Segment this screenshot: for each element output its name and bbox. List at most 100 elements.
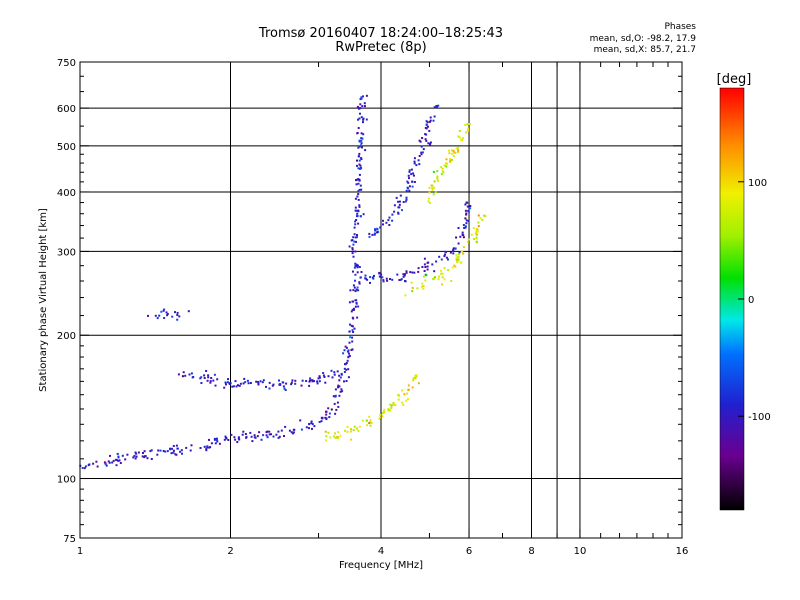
- data-point: [227, 378, 229, 381]
- data-point: [362, 133, 365, 136]
- data-point: [429, 119, 432, 122]
- data-point: [426, 265, 429, 268]
- data-point: [338, 379, 341, 382]
- data-point: [452, 252, 455, 255]
- data-point: [156, 453, 159, 456]
- data-point: [447, 269, 450, 271]
- chart-subtitle: RwPretec (8p): [335, 40, 427, 55]
- data-point: [349, 323, 351, 326]
- data-point: [346, 425, 349, 428]
- data-point: [170, 452, 173, 455]
- data-point: [373, 233, 376, 236]
- data-point: [396, 273, 399, 276]
- data-point: [433, 180, 436, 183]
- data-point: [452, 155, 455, 158]
- data-point: [477, 221, 480, 224]
- data-point: [429, 141, 432, 144]
- data-point: [119, 462, 122, 464]
- data-point: [209, 446, 212, 449]
- data-point: [272, 383, 275, 386]
- data-point: [387, 409, 390, 412]
- data-point: [436, 177, 439, 180]
- data-point: [158, 314, 161, 317]
- data-point: [460, 250, 463, 253]
- data-point: [451, 158, 453, 161]
- data-point: [344, 363, 346, 366]
- data-point: [250, 435, 253, 438]
- data-point: [452, 149, 455, 152]
- data-point: [466, 241, 469, 244]
- data-point: [344, 429, 346, 432]
- data-point: [356, 195, 359, 198]
- data-point: [360, 97, 363, 100]
- data-point: [213, 438, 216, 441]
- data-point: [216, 378, 219, 381]
- data-point: [305, 426, 308, 429]
- data-point: [160, 310, 163, 313]
- data-point: [351, 248, 354, 251]
- data-point: [423, 257, 426, 260]
- data-point: [466, 201, 469, 204]
- data-point: [437, 104, 440, 107]
- data-point: [343, 371, 346, 373]
- data-point: [350, 438, 353, 441]
- chart-title: Tromsø 20160407 18:24:00–18:25:43: [258, 26, 504, 41]
- data-point: [242, 430, 245, 433]
- colorbar-tick-label: 100: [748, 178, 767, 189]
- data-point: [394, 404, 397, 406]
- data-point: [368, 415, 371, 418]
- data-point: [233, 436, 236, 439]
- data-point: [479, 217, 482, 219]
- data-point: [411, 180, 414, 183]
- data-point: [407, 181, 410, 184]
- data-point: [361, 137, 364, 140]
- data-point: [466, 205, 469, 208]
- data-point: [420, 145, 423, 148]
- data-point: [424, 133, 427, 136]
- data-point: [150, 458, 153, 460]
- data-point: [444, 250, 447, 253]
- data-point: [344, 345, 347, 348]
- data-point: [358, 266, 361, 268]
- data-point: [353, 425, 356, 428]
- data-point: [436, 170, 439, 173]
- data-point: [405, 270, 408, 273]
- data-point: [283, 435, 285, 437]
- data-point: [354, 279, 356, 282]
- data-point: [348, 301, 351, 304]
- data-point: [359, 164, 362, 167]
- data-point: [462, 252, 465, 255]
- data-point: [373, 232, 376, 235]
- data-point: [350, 428, 353, 431]
- data-point: [368, 235, 371, 238]
- data-point: [357, 146, 360, 149]
- data-point: [424, 279, 427, 282]
- data-point: [205, 370, 208, 372]
- data-point: [402, 404, 405, 406]
- data-point: [398, 279, 401, 281]
- data-point: [207, 374, 210, 377]
- data-point: [203, 374, 206, 377]
- data-point: [210, 442, 213, 445]
- data-point: [165, 311, 168, 314]
- data-point: [374, 229, 377, 232]
- data-point: [406, 180, 409, 183]
- data-point: [345, 368, 348, 371]
- data-point: [364, 105, 366, 108]
- data-point: [454, 152, 457, 154]
- data-point: [237, 384, 239, 387]
- data-point: [334, 388, 337, 391]
- data-point: [411, 290, 414, 293]
- data-point: [365, 94, 368, 97]
- data-point: [341, 390, 344, 393]
- data-point: [172, 451, 175, 454]
- data-point: [176, 314, 179, 316]
- data-point: [455, 147, 458, 150]
- data-point: [442, 171, 445, 174]
- data-point: [352, 243, 355, 246]
- data-point: [134, 451, 137, 454]
- data-point: [354, 220, 357, 223]
- data-point: [104, 463, 107, 466]
- data-point: [476, 230, 479, 233]
- data-point: [362, 213, 365, 216]
